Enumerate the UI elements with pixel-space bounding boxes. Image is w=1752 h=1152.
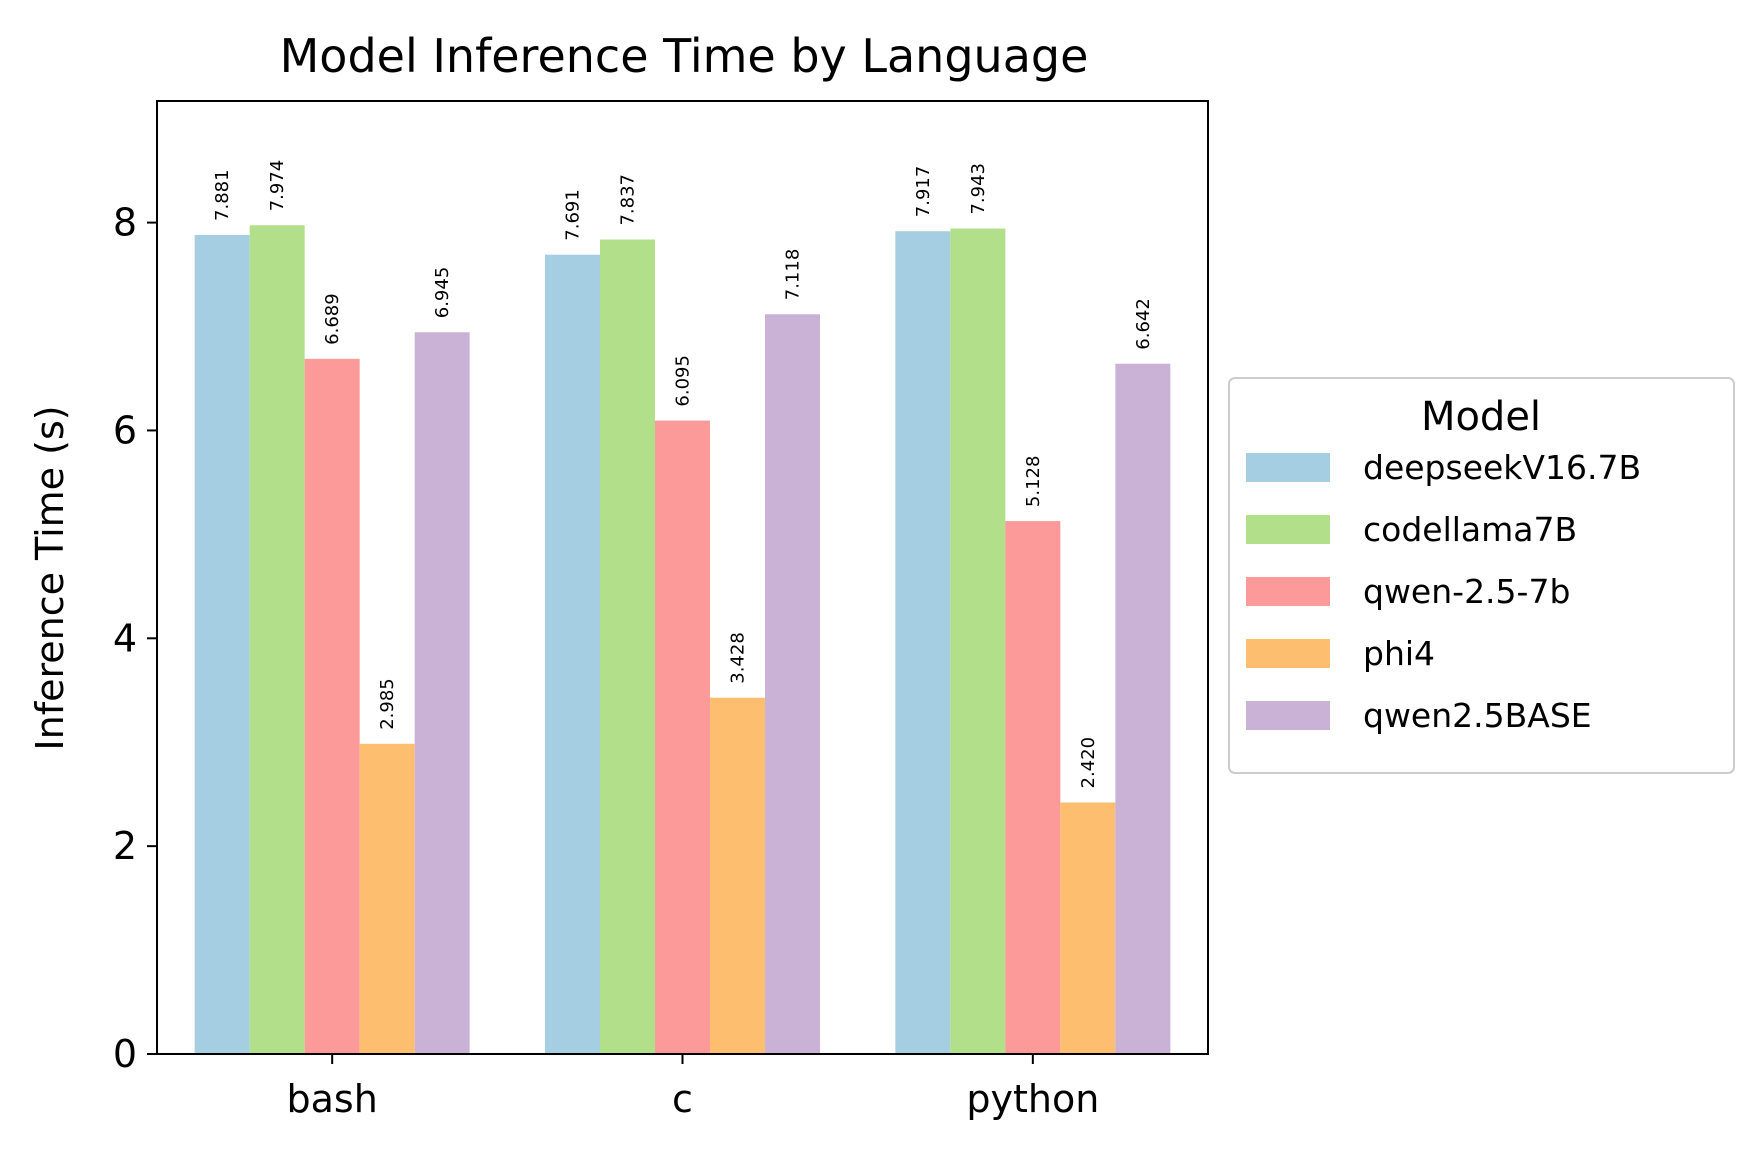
bar-c-2 — [655, 420, 710, 1054]
bar-bash-4 — [414, 332, 470, 1055]
y-tick-label: 2 — [113, 824, 137, 868]
legend-swatch-3 — [1246, 639, 1330, 668]
data-label-python-2: 5.128 — [1023, 456, 1044, 508]
plot-frame — [156, 100, 1209, 1055]
legend-swatch-4 — [1246, 701, 1330, 730]
legend-swatch-0 — [1246, 453, 1330, 482]
legend-label-2: qwen-2.5-7b — [1363, 572, 1570, 611]
data-label-c-0: 7.691 — [563, 189, 584, 241]
legend-swatch-2 — [1246, 577, 1330, 606]
bar-c-1 — [600, 239, 655, 1055]
data-label-python-0: 7.917 — [913, 166, 934, 218]
data-label-bash-2: 6.689 — [322, 293, 343, 345]
bar-bash-2 — [304, 358, 360, 1054]
x-tick-label-bash: bash — [287, 1077, 378, 1121]
bars-group — [194, 225, 1171, 1055]
x-axis: bash c python — [287, 1054, 1099, 1121]
legend-label-4: qwen2.5BASE — [1363, 696, 1592, 735]
data-label-c-2: 6.095 — [673, 355, 694, 407]
y-tick-label: 4 — [113, 616, 137, 660]
bar-python-0 — [895, 231, 951, 1054]
bar-python-1 — [950, 228, 1006, 1054]
bar-c-4 — [765, 314, 820, 1054]
data-label-python-4: 6.642 — [1133, 298, 1154, 350]
bar-python-3 — [1060, 802, 1116, 1054]
x-tick-label-python: python — [966, 1077, 1099, 1121]
data-label-c-3: 3.428 — [728, 632, 749, 684]
bar-bash-0 — [194, 234, 250, 1054]
x-tick-label-c: c — [672, 1077, 693, 1121]
y-axis-label: Inference Time (s) — [28, 405, 72, 750]
bar-bash-1 — [249, 225, 305, 1055]
legend: Model deepseekV16.7B codellama7B qwen-2.5-… — [1228, 377, 1735, 774]
bar-c-0 — [545, 254, 600, 1055]
chart-title: Model Inference Time by Language — [280, 29, 1089, 83]
data-label-bash-4: 6.945 — [432, 267, 453, 319]
y-tick-label: 0 — [113, 1032, 137, 1076]
bar-python-4 — [1115, 363, 1171, 1054]
bar-python-2 — [1005, 521, 1061, 1054]
y-tick-label: 8 — [113, 201, 137, 245]
legend-swatch-1 — [1246, 515, 1330, 544]
legend-label-3: phi4 — [1363, 634, 1435, 673]
bar-c-3 — [710, 697, 765, 1054]
data-label-python-1: 7.943 — [968, 163, 989, 215]
y-axis: 0 2 4 6 8 — [113, 201, 157, 1076]
data-label-c-4: 7.118 — [783, 249, 804, 301]
data-label-c-1: 7.837 — [618, 174, 639, 226]
legend-title: Model — [1421, 394, 1541, 440]
legend-label-1: codellama7B — [1363, 510, 1577, 549]
legend-label-0: deepseekV16.7B — [1363, 448, 1641, 487]
data-label-bash-0: 7.881 — [212, 169, 233, 221]
legend-box — [1228, 377, 1735, 774]
data-labels-group: 7.881 7.974 6.689 2.985 6.945 7.691 7.837 6.095… — [212, 160, 1154, 789]
y-tick-label: 6 — [113, 408, 137, 452]
data-label-bash-3: 2.985 — [377, 678, 398, 730]
data-label-bash-1: 7.974 — [267, 160, 288, 212]
legend-items: deepseekV16.7B codellama7B qwen-2.5-7b phi4… — [1246, 448, 1641, 735]
bar-bash-3 — [359, 743, 415, 1054]
data-label-python-3: 2.420 — [1078, 737, 1099, 789]
